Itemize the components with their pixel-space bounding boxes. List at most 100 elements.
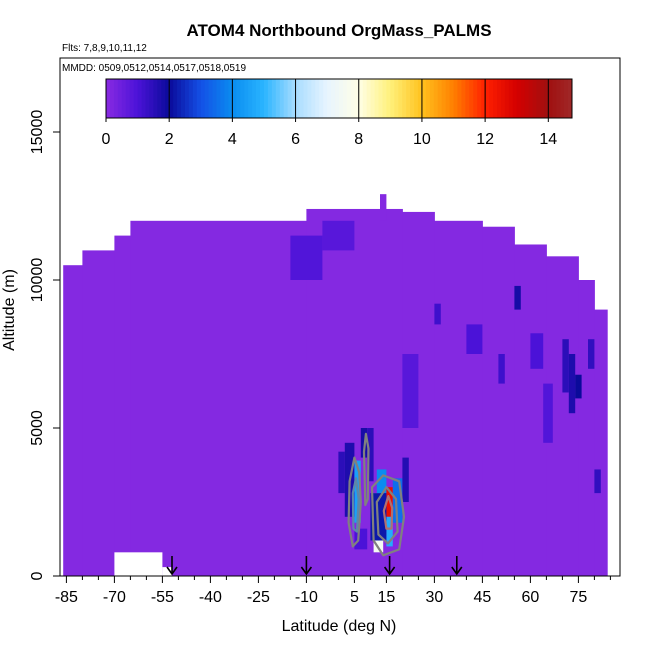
colorbar-swatch-17 [173,79,178,118]
coverage-column-11 [594,309,608,576]
colorbar-swatch-72 [390,79,395,118]
colorbar-swatch-59 [339,79,344,118]
no-data-gap-2 [162,567,172,576]
heat-cell-25 [322,220,355,251]
heat-cell-23 [402,354,419,428]
colorbar-swatch-47 [291,79,296,118]
colorbar-swatch-85 [441,79,447,118]
colorbar-swatch-90 [461,79,466,118]
flight-marker-arrow-2 [383,556,396,576]
colorbar-swatch-67 [370,79,375,118]
flight-marker-arrow-3 [451,556,463,576]
colorbar-swatch-66 [366,79,371,118]
colorbar-swatch-42 [271,79,277,118]
colorbar-swatch-38 [256,79,261,118]
heat-cell-7 [376,469,387,494]
colorbar-swatch-93 [473,79,478,118]
colorbar-swatch-116 [564,79,569,118]
colorbar-swatch-8 [137,79,142,118]
heat-cell-13 [466,324,483,354]
flight-marker-arrow-1 [300,556,313,576]
colorbar-swatch-51 [307,79,312,118]
colorbar-swatch-40 [263,79,269,118]
colorbar-swatch-58 [335,79,340,118]
colorbar-tick-label-5: 10 [413,131,431,148]
colorbar-swatch-74 [398,79,403,118]
colorbar-swatch-36 [248,79,253,118]
colorbar-swatch-91 [465,79,470,118]
y-axis-label: Altitude (m) [1,269,18,351]
coverage-column-10 [578,280,595,576]
colorbar-swatch-57 [331,79,336,118]
colorbar-tick-label-3: 6 [291,131,300,148]
x-tick-label-8: 30 [426,589,444,606]
coverage-column-3 [130,220,307,577]
colorbar-swatch-83 [433,79,439,118]
colorbar-swatch-19 [181,79,186,118]
colorbar-swatch-102 [508,79,514,118]
colorbar-swatch-81 [425,79,431,118]
heat-cell-24 [290,235,323,280]
x-tick-label-4: -25 [247,589,270,606]
x-tick-label-5: -10 [295,589,318,606]
colorbar-swatch-23 [196,79,202,118]
colorbar-tick-label-1: 2 [165,131,174,148]
x-tick-label-9: 45 [474,589,492,606]
coverage-column-7 [482,226,515,576]
colorbar-swatch-113 [552,79,557,118]
colorbar-swatch-30 [224,79,229,118]
colorbar-swatch-11 [149,79,154,118]
contour-line-4 [382,495,394,530]
contour-line-5 [362,432,370,507]
colorbar-tick-label-7: 14 [539,131,557,148]
colorbar-swatch-9 [141,79,146,118]
colorbar-swatch-20 [184,79,190,118]
colorbar-swatch-62 [350,79,356,118]
colorbar-tick-label-2: 4 [228,131,237,148]
colorbar-swatch-41 [267,79,273,118]
chart-title: ATOM4 Northbound OrgMass_PALMS [186,21,491,40]
colorbar-tick-label-6: 12 [476,131,494,148]
colorbar-swatch-61 [346,79,352,118]
heat-cell-21 [594,469,601,494]
contour-line-0 [347,456,362,548]
x-tick-label-1: -70 [103,589,126,606]
contour-layer [347,432,406,557]
colorbar-swatch-99 [496,79,502,118]
colorbar-swatch-35 [244,79,249,118]
colorbar-swatch-105 [520,79,526,118]
colorbar-swatch-33 [236,79,241,118]
colorbar-swatch-5 [125,79,131,118]
heat-cell-18 [568,354,576,414]
colorbar-swatch-70 [382,79,387,118]
colorbar-swatch-60 [342,79,348,118]
heat-cell-4 [367,428,374,482]
colorbar-swatch-12 [153,79,158,118]
colorbar-swatch-68 [374,79,379,118]
colorbar-swatch-63 [354,79,360,118]
x-tick-label-2: -55 [151,589,174,606]
colorbar-swatch-46 [287,79,293,118]
colorbar-swatch-24 [200,79,206,118]
heat-cell-22 [543,383,553,443]
no-data-gap-1 [114,552,163,576]
colorbar-swatch-18 [177,79,182,118]
y-tick-label-3: 15000 [29,110,46,155]
heat-cell-12 [434,303,441,325]
heat-cell-9 [386,516,393,547]
colorbar-swatch-95 [481,79,486,118]
heat-cell-10 [392,478,403,523]
colorbar-swatch-106 [524,79,529,118]
contour-line-3 [375,486,399,545]
y-tick-label-2: 10000 [29,258,46,303]
colorbar-swatch-13 [157,79,162,118]
x-axis-label: Latitude (deg N) [282,618,397,635]
colorbar-swatch-48 [295,79,300,118]
x-tick-label-10: 60 [522,589,540,606]
colorbar-swatch-87 [449,79,454,118]
colorbar-swatch-96 [485,79,490,118]
colorbar-swatch-65 [362,79,368,118]
y-tick-label-1: 5000 [29,410,46,446]
colorbar-swatch-89 [457,79,462,118]
